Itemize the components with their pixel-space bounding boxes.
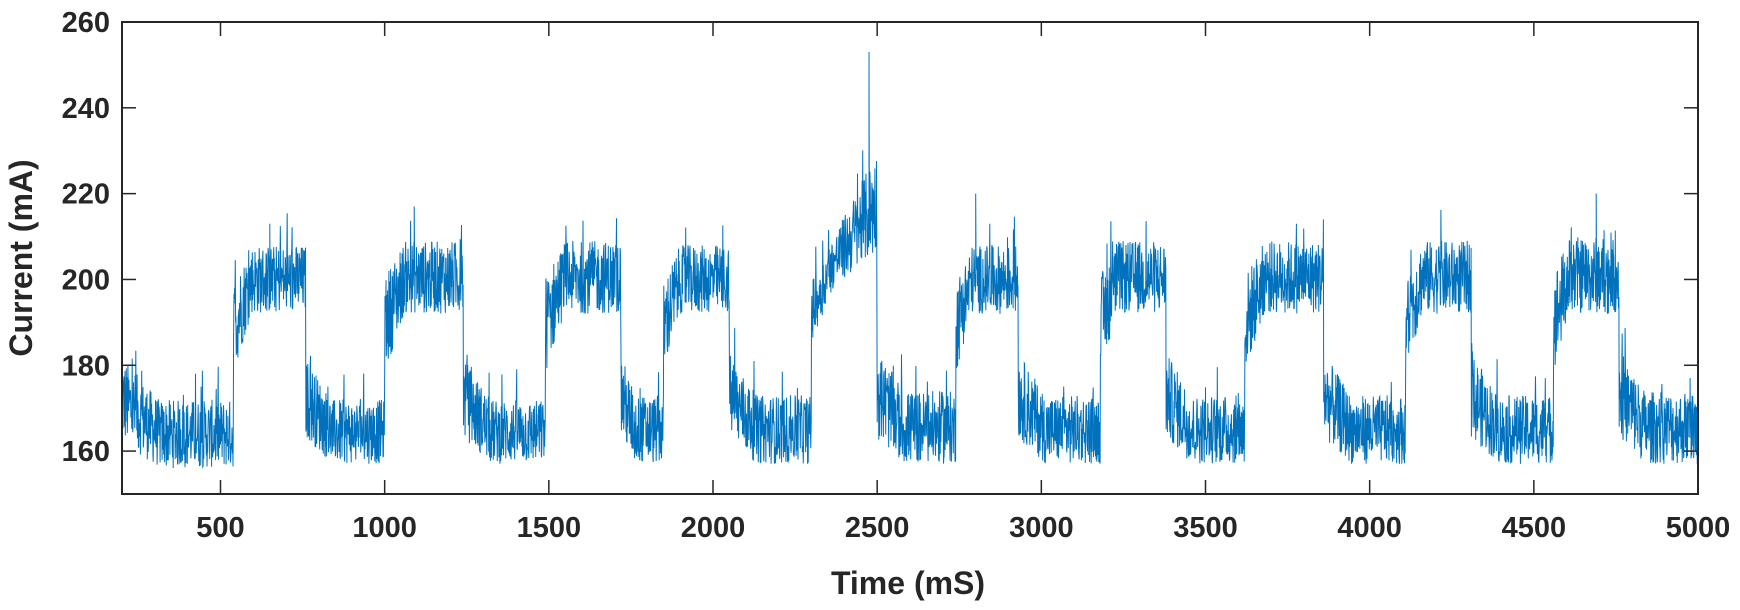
- x-tick-label: 1500: [517, 512, 582, 544]
- x-tick-label: 1000: [352, 512, 417, 544]
- x-tick-label: 5000: [1666, 512, 1731, 544]
- plot-frame: [121, 21, 1699, 495]
- y-tick-label: 180: [62, 350, 110, 382]
- series-line: [122, 51, 1698, 469]
- plot-area: [122, 51, 1698, 469]
- y-tick-label: 260: [62, 7, 110, 39]
- x-tick-label: 2500: [845, 512, 910, 544]
- y-tick-label: 200: [62, 264, 110, 296]
- x-tick-label: 500: [196, 512, 244, 544]
- y-tick-label: 160: [62, 436, 110, 468]
- y-tick-label: 220: [62, 179, 110, 211]
- x-tick-label: 2000: [681, 512, 746, 544]
- x-tick-label: 3500: [1173, 512, 1238, 544]
- y-tick-label: 240: [62, 93, 110, 125]
- x-tick-label: 3000: [1009, 512, 1074, 544]
- y-axis-label: Current (mA): [3, 159, 39, 356]
- x-tick-label: 4000: [1337, 512, 1402, 544]
- x-axis-label: Time (mS): [831, 565, 985, 601]
- x-tick-label: 4500: [1502, 512, 1567, 544]
